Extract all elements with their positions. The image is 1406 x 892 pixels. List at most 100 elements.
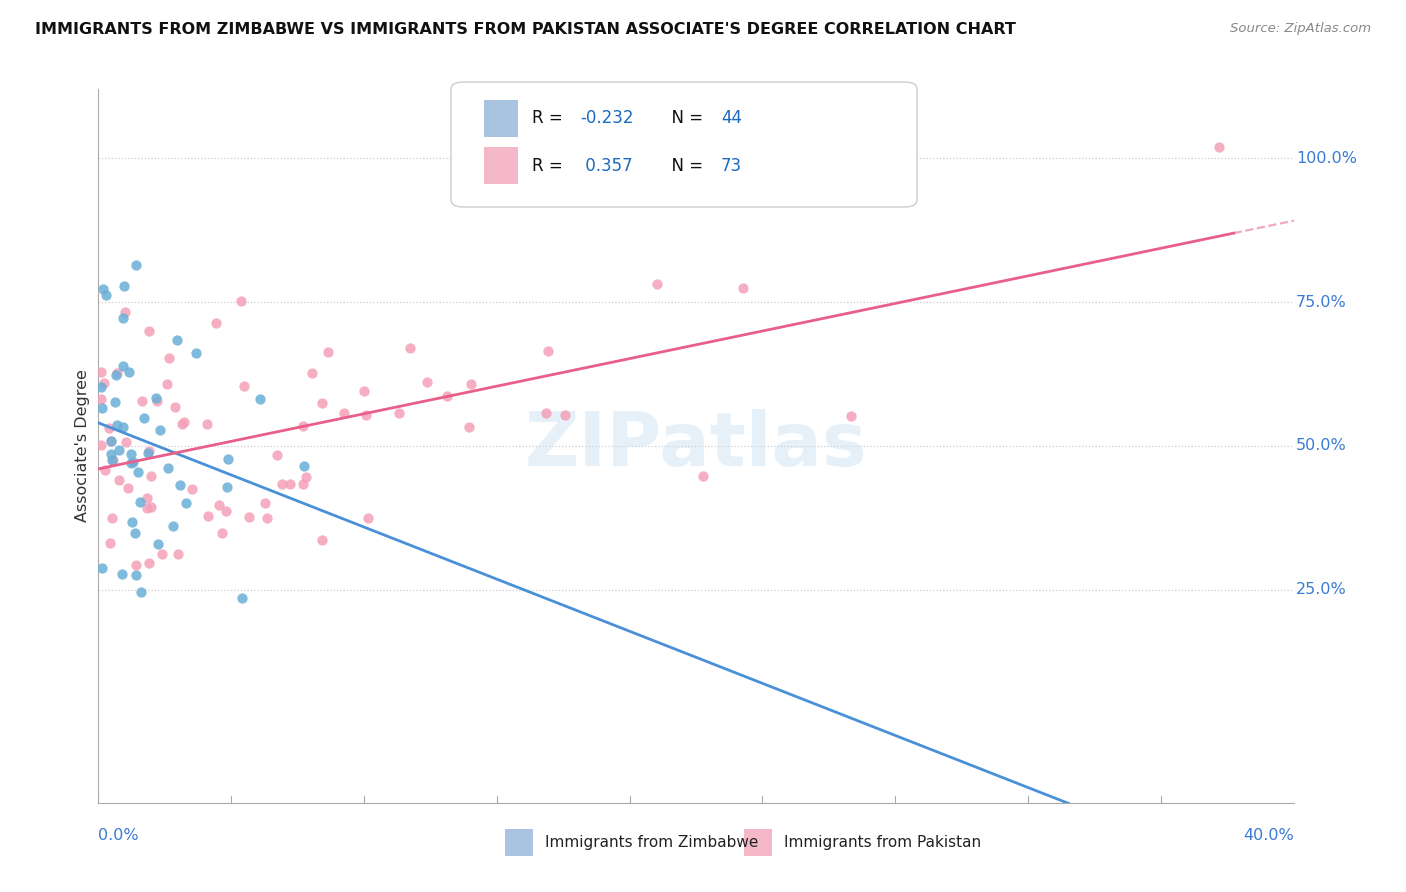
Point [107, 443, 129, 458]
Point [136, 500, 159, 515]
Point [120, 456, 142, 470]
Point [115, 434, 138, 449]
Point [354, 409, 377, 423]
Point [104, 395, 127, 409]
Point [118, 365, 141, 379]
Point [621, 181, 644, 195]
Point [231, 591, 253, 605]
Point [295, 470, 318, 484]
Point [311, 533, 333, 547]
Point [278, 476, 301, 491]
Point [136, 446, 159, 460]
Point [173, 415, 195, 429]
Point [91, 561, 114, 575]
Point [249, 392, 271, 406]
Point [388, 406, 411, 420]
Point [129, 494, 152, 508]
Point [117, 482, 139, 496]
Point [217, 452, 239, 467]
Point [167, 547, 190, 561]
Point [156, 461, 179, 475]
Text: 44: 44 [721, 110, 742, 128]
Point [100, 447, 122, 461]
Point [94, 463, 117, 477]
Text: 100.0%: 100.0% [1296, 151, 1357, 166]
Point [125, 567, 148, 582]
Point [195, 417, 218, 431]
FancyBboxPatch shape [744, 830, 772, 856]
Point [238, 509, 260, 524]
Text: N =: N = [661, 110, 709, 128]
Point [112, 359, 135, 373]
Text: Immigrants from Pakistan: Immigrants from Pakistan [785, 835, 981, 850]
Text: 0.357: 0.357 [581, 157, 633, 175]
Point [125, 258, 148, 272]
FancyBboxPatch shape [451, 82, 917, 207]
Point [111, 420, 134, 434]
Point [292, 459, 315, 474]
Point [211, 525, 233, 540]
Y-axis label: Associate's Degree: Associate's Degree [75, 369, 90, 523]
Point [90, 438, 112, 452]
Point [127, 465, 149, 479]
Point [114, 305, 136, 319]
Point [357, 511, 380, 525]
Point [120, 447, 142, 461]
Point [733, 281, 755, 295]
Point [150, 547, 173, 561]
Point [436, 389, 458, 403]
Point [105, 366, 128, 380]
Point [101, 510, 124, 524]
Point [271, 476, 294, 491]
Point [197, 509, 219, 524]
Point [399, 341, 422, 355]
Point [134, 411, 156, 425]
Point [105, 417, 128, 432]
Point [536, 406, 558, 420]
Point [136, 491, 159, 505]
Point [91, 282, 114, 296]
Point [93, 376, 115, 390]
Point [316, 344, 339, 359]
Point [104, 368, 127, 382]
FancyBboxPatch shape [505, 830, 533, 856]
Text: 75.0%: 75.0% [1296, 294, 1347, 310]
Point [186, 346, 208, 360]
Point [145, 394, 167, 409]
Text: Immigrants from Zimbabwe: Immigrants from Zimbabwe [546, 835, 759, 850]
Point [215, 504, 238, 518]
Point [138, 443, 160, 458]
Point [291, 418, 314, 433]
Point [101, 453, 124, 467]
Point [90, 365, 112, 379]
Point [204, 316, 226, 330]
Point [353, 384, 375, 399]
Text: -0.232: -0.232 [581, 110, 634, 128]
Text: R =: R = [533, 157, 568, 175]
Point [156, 376, 179, 391]
Point [253, 496, 276, 510]
Point [229, 293, 252, 308]
Point [645, 277, 668, 291]
Point [111, 567, 134, 582]
Text: 0.0%: 0.0% [98, 828, 139, 843]
Point [129, 585, 152, 599]
Point [301, 366, 323, 380]
Point [839, 409, 862, 424]
Text: R =: R = [533, 110, 568, 128]
Point [146, 536, 169, 550]
Point [208, 498, 231, 512]
Text: IMMIGRANTS FROM ZIMBABWE VS IMMIGRANTS FROM PAKISTAN ASSOCIATE'S DEGREE CORRELAT: IMMIGRANTS FROM ZIMBABWE VS IMMIGRANTS F… [35, 22, 1017, 37]
Point [125, 558, 148, 572]
Point [157, 351, 180, 366]
Point [166, 333, 188, 347]
Point [138, 556, 160, 570]
Point [333, 406, 356, 420]
Point [460, 376, 482, 391]
Point [98, 421, 121, 435]
Point [131, 394, 153, 409]
Point [100, 434, 122, 448]
Point [415, 376, 437, 390]
Point [291, 476, 314, 491]
Point [537, 343, 560, 358]
